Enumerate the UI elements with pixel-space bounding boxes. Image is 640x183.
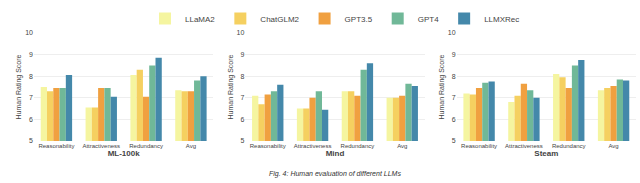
svg-text:10: 10 <box>448 29 456 36</box>
svg-text:8: 8 <box>29 73 33 80</box>
svg-text:6: 6 <box>452 116 456 123</box>
svg-text:Mind: Mind <box>326 149 345 158</box>
svg-text:Redundancy: Redundancy <box>341 143 375 149</box>
svg-text:7: 7 <box>240 94 244 101</box>
svg-text:Reasonability: Reasonability <box>250 143 286 149</box>
svg-text:Human Rating Score: Human Rating Score <box>15 54 23 119</box>
svg-text:Human Rating Score: Human Rating Score <box>438 54 446 119</box>
svg-text:Steam: Steam <box>534 149 558 158</box>
svg-text:Avg: Avg <box>186 143 196 149</box>
svg-text:9: 9 <box>452 51 456 58</box>
svg-text:Fig. 4: Human evaluation of di: Fig. 4: Human evaluation of different LL… <box>269 170 401 178</box>
svg-text:ChatGLM2: ChatGLM2 <box>260 15 299 24</box>
svg-text:8: 8 <box>452 73 456 80</box>
svg-text:Avg: Avg <box>397 143 407 149</box>
svg-text:Avg: Avg <box>608 143 618 149</box>
svg-text:Reasonability: Reasonability <box>38 143 74 149</box>
svg-text:6: 6 <box>29 116 33 123</box>
svg-text:5: 5 <box>240 137 244 144</box>
svg-text:Redundancy: Redundancy <box>129 143 163 149</box>
svg-text:10: 10 <box>237 29 245 36</box>
svg-text:9: 9 <box>240 51 244 58</box>
svg-text:Attractiveness: Attractiveness <box>294 143 332 149</box>
svg-text:GPT3.5: GPT3.5 <box>345 15 373 24</box>
svg-text:Attractiveness: Attractiveness <box>82 143 120 149</box>
svg-text:Human Rating Score: Human Rating Score <box>227 54 235 119</box>
svg-text:10: 10 <box>25 29 33 36</box>
svg-text:8: 8 <box>240 73 244 80</box>
svg-text:GPT4: GPT4 <box>418 15 439 24</box>
svg-text:7: 7 <box>452 94 456 101</box>
svg-text:Attractiveness: Attractiveness <box>505 143 543 149</box>
svg-text:LLMXRec: LLMXRec <box>484 15 519 24</box>
svg-text:5: 5 <box>452 137 456 144</box>
svg-text:Reasonability: Reasonability <box>461 143 497 149</box>
svg-text:5: 5 <box>29 137 33 144</box>
svg-text:ML-100k: ML-100k <box>108 149 141 158</box>
svg-text:Redundancy: Redundancy <box>552 143 586 149</box>
svg-text:LLaMA2: LLaMA2 <box>185 15 215 24</box>
svg-text:9: 9 <box>29 51 33 58</box>
svg-text:7: 7 <box>29 94 33 101</box>
svg-text:6: 6 <box>240 116 244 123</box>
